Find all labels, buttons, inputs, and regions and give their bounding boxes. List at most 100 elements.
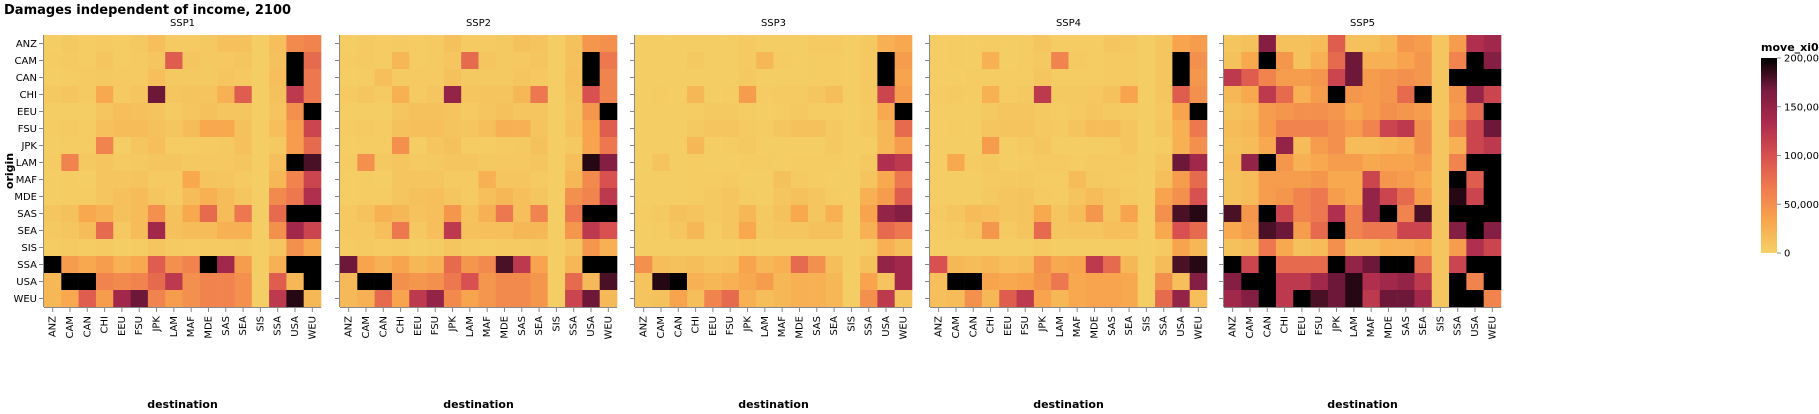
- x-tick-label: SEA: [534, 316, 545, 336]
- heatmap-cell: [391, 290, 410, 308]
- heatmap-cell: [286, 120, 304, 138]
- heatmap-cell: [964, 222, 983, 240]
- heatmap-cell: [773, 35, 792, 53]
- heatmap-cell: [1224, 137, 1242, 155]
- heatmap-cell: [426, 120, 445, 138]
- heatmap-cell: [842, 86, 861, 104]
- heatmap-cell: [1224, 35, 1242, 53]
- heatmap-cell: [391, 35, 410, 53]
- heatmap-cell: [894, 86, 913, 104]
- heatmap-cell: [565, 273, 583, 291]
- heatmap-cell: [1293, 273, 1311, 291]
- heatmap-cell: [95, 35, 114, 53]
- heatmap-cell: [513, 171, 531, 189]
- heatmap-cell: [930, 120, 948, 138]
- heatmap-cell: [947, 273, 965, 291]
- x-tick-label: SSA: [273, 316, 284, 336]
- heatmap-cell: [894, 290, 913, 308]
- heatmap-cell: [251, 52, 270, 70]
- x-tick-label: SEA: [238, 316, 249, 336]
- y-axis-title: origin: [3, 153, 16, 189]
- heatmap-cell: [286, 290, 304, 308]
- heatmap-cell: [947, 222, 965, 240]
- heatmap-cell: [721, 137, 740, 155]
- heatmap-cell: [652, 188, 670, 206]
- x-tick-label: SEA: [1124, 316, 1135, 336]
- heatmap-cell: [426, 239, 445, 257]
- heatmap-cell: [1016, 69, 1035, 87]
- heatmap-cell: [357, 52, 375, 70]
- heatmap-cell: [217, 222, 235, 240]
- heatmap-cell: [1189, 205, 1208, 223]
- heatmap-cell: [1033, 290, 1052, 308]
- heatmap-cell: [894, 52, 913, 70]
- heatmap-cell: [1310, 188, 1329, 206]
- heatmap-cell: [686, 239, 705, 257]
- heatmap-cell: [547, 205, 566, 223]
- heatmap-cell: [669, 205, 688, 223]
- heatmap-cell: [426, 171, 445, 189]
- heatmap-cell: [1431, 52, 1450, 70]
- heatmap-cell: [930, 273, 948, 291]
- heatmap-cell: [147, 273, 166, 291]
- heatmap-cell: [1137, 239, 1156, 257]
- heatmap-cell: [947, 86, 965, 104]
- heatmap-cell: [217, 205, 235, 223]
- heatmap-cell: [565, 69, 583, 87]
- heatmap-cell: [721, 239, 740, 257]
- heatmap-cell: [234, 52, 253, 70]
- heatmap-cell: [340, 120, 358, 138]
- heatmap-cell: [1224, 188, 1242, 206]
- heatmap-cell: [269, 256, 287, 274]
- heatmap-cell: [1051, 35, 1069, 53]
- heatmap-cell: [599, 171, 618, 189]
- heatmap-cell: [1016, 86, 1035, 104]
- heatmap-cell: [251, 120, 270, 138]
- heatmap-cell: [61, 188, 79, 206]
- heatmap-cell: [1068, 137, 1087, 155]
- x-tick-label: MDE: [203, 316, 214, 339]
- heatmap-cell: [251, 137, 270, 155]
- heatmap-cell: [251, 69, 270, 87]
- heatmap-cell: [113, 171, 131, 189]
- heatmap-cell: [461, 239, 479, 257]
- heatmap-cell: [513, 154, 531, 172]
- heatmap-cell: [130, 154, 149, 172]
- heatmap-cell: [825, 120, 844, 138]
- heatmap-cell: [340, 205, 358, 223]
- heatmap-cell: [461, 222, 479, 240]
- heatmap-cell: [1275, 120, 1294, 138]
- x-tick-label: SIS: [1141, 316, 1152, 332]
- heatmap-cell: [1241, 273, 1259, 291]
- heatmap-cell: [391, 188, 410, 206]
- heatmap-cell: [443, 103, 462, 121]
- heatmap-cell: [1397, 69, 1415, 87]
- heatmap-cell: [1068, 188, 1087, 206]
- heatmap-cell: [1327, 52, 1346, 70]
- heatmap-cell: [1137, 120, 1156, 138]
- heatmap-cell: [1033, 86, 1052, 104]
- heatmap-cell: [1085, 120, 1104, 138]
- heatmap-cell: [842, 120, 861, 138]
- heatmap-cell: [1189, 35, 1208, 53]
- heatmap-cell: [147, 222, 166, 240]
- x-tick-label: CAM: [951, 316, 962, 338]
- heatmap-cell: [426, 273, 445, 291]
- heatmap-cell: [999, 205, 1017, 223]
- heatmap-cell: [1241, 154, 1259, 172]
- heatmap-cell: [738, 86, 757, 104]
- heatmap-cell: [478, 239, 497, 257]
- heatmap-cell: [1258, 239, 1277, 257]
- heatmap-cell: [599, 256, 618, 274]
- heatmap-cell: [669, 154, 688, 172]
- heatmap-cell: [860, 137, 878, 155]
- heatmap-cell: [1189, 69, 1208, 87]
- heatmap-cell: [1483, 35, 1502, 53]
- heatmap-cell: [340, 222, 358, 240]
- heatmap-cell: [1310, 290, 1329, 308]
- heatmap-cell: [1120, 52, 1139, 70]
- heatmap-cell: [860, 171, 878, 189]
- heatmap-cell: [1293, 239, 1311, 257]
- heatmap-cell: [1466, 52, 1484, 70]
- heatmap-cell: [1414, 171, 1433, 189]
